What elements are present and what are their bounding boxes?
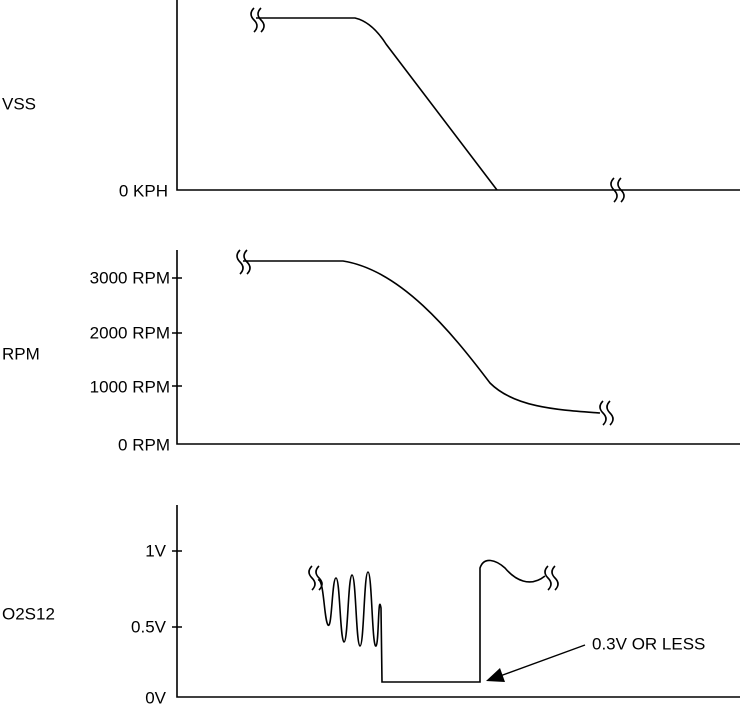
tick-label: 0 RPM bbox=[118, 435, 170, 454]
tick-label: 0V bbox=[145, 688, 166, 707]
vss-curve bbox=[256, 17, 498, 191]
axes bbox=[172, 250, 740, 445]
axes bbox=[172, 505, 740, 698]
break-mark bbox=[250, 7, 265, 33]
break-mark bbox=[599, 400, 614, 426]
tick-label: 0.5V bbox=[131, 617, 167, 636]
o2s-curve bbox=[317, 559, 546, 683]
break-mark bbox=[610, 177, 625, 203]
axes bbox=[176, 0, 740, 191]
panel-label: O2S12 bbox=[2, 604, 55, 623]
tick-label: 2000 RPM bbox=[90, 323, 170, 342]
break-mark bbox=[308, 565, 323, 591]
tick-label: 1V bbox=[145, 541, 166, 560]
rpm-curve bbox=[243, 260, 601, 414]
vss-panel: VSS 0 KPH bbox=[2, 0, 740, 203]
annotation: 0.3V OR LESS bbox=[592, 634, 705, 653]
tick-label: 3000 RPM bbox=[90, 268, 170, 287]
panel-label: RPM bbox=[2, 344, 40, 363]
arrow-line bbox=[499, 644, 586, 677]
o2s-panel: O2S12 1V 0.5V 0V 0.3V OR LESS bbox=[2, 505, 740, 707]
break-mark bbox=[544, 565, 559, 591]
break-mark bbox=[236, 249, 251, 275]
arrow-head bbox=[486, 668, 505, 682]
panel-label: VSS bbox=[2, 94, 36, 113]
tick-label: 0 KPH bbox=[119, 181, 168, 200]
rpm-panel: RPM 3000 RPM 2000 RPM 1000 RPM 0 RPM bbox=[2, 249, 740, 454]
tick-label: 1000 RPM bbox=[90, 377, 170, 396]
